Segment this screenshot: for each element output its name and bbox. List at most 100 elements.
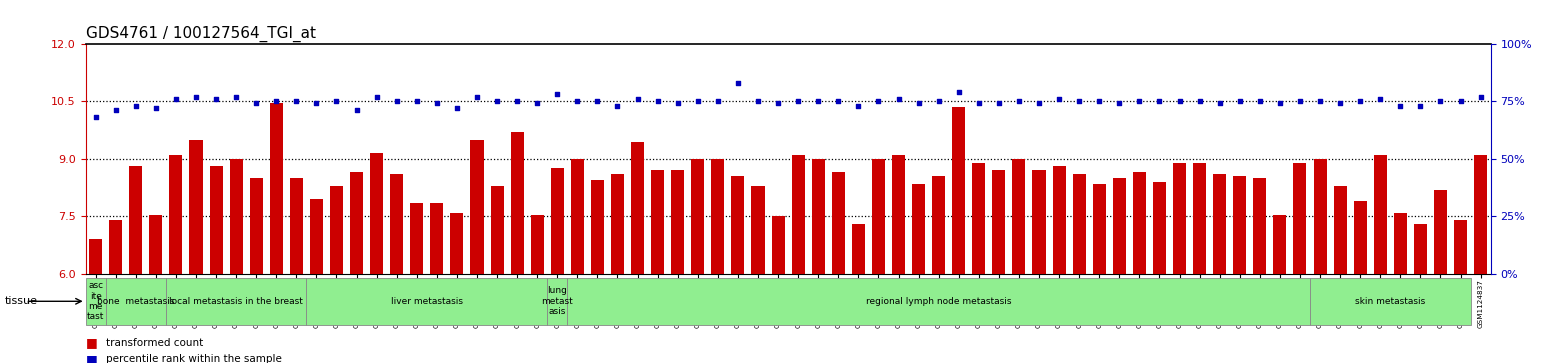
- Bar: [1453, 220, 1467, 274]
- Point: [666, 101, 691, 106]
- Bar: [307, 278, 548, 325]
- Point: [1268, 101, 1293, 106]
- Bar: [568, 278, 1310, 325]
- Point: [646, 98, 671, 104]
- Text: skin metastasis: skin metastasis: [1355, 297, 1425, 306]
- Point: [265, 98, 289, 104]
- Point: [303, 101, 328, 106]
- Bar: [249, 178, 263, 274]
- Bar: [109, 220, 123, 274]
- Text: asc
ite
me
tast: asc ite me tast: [87, 281, 104, 321]
- Point: [1307, 98, 1332, 104]
- Point: [445, 105, 470, 111]
- Point: [163, 96, 188, 102]
- Bar: [1414, 224, 1427, 274]
- Bar: [1394, 213, 1407, 274]
- Point: [1127, 98, 1151, 104]
- Point: [324, 98, 349, 104]
- Bar: [210, 167, 223, 274]
- Bar: [832, 172, 845, 274]
- Point: [685, 98, 710, 104]
- Bar: [871, 159, 885, 274]
- Bar: [1354, 201, 1366, 274]
- Point: [745, 98, 770, 104]
- Point: [103, 107, 128, 113]
- Bar: [1153, 182, 1165, 274]
- Bar: [106, 278, 166, 325]
- Point: [1428, 98, 1453, 104]
- Bar: [391, 174, 403, 274]
- Bar: [1374, 155, 1386, 274]
- Point: [605, 103, 630, 109]
- Point: [705, 98, 730, 104]
- Bar: [752, 186, 764, 274]
- Point: [1207, 101, 1232, 106]
- Point: [1248, 98, 1273, 104]
- Bar: [1193, 163, 1206, 274]
- Point: [1106, 101, 1131, 106]
- Text: liver metastasis: liver metastasis: [391, 297, 462, 306]
- Bar: [190, 140, 202, 274]
- Bar: [952, 107, 965, 274]
- Bar: [510, 132, 524, 274]
- Bar: [812, 159, 825, 274]
- Bar: [370, 153, 383, 274]
- Point: [1067, 98, 1092, 104]
- Point: [1368, 96, 1393, 102]
- Point: [384, 98, 409, 104]
- Point: [1147, 98, 1172, 104]
- Bar: [350, 172, 363, 274]
- Bar: [671, 170, 685, 274]
- Bar: [772, 216, 784, 274]
- Bar: [912, 184, 926, 274]
- Bar: [632, 142, 644, 274]
- Point: [425, 101, 450, 106]
- Point: [1027, 101, 1052, 106]
- Text: local metastasis in the breast: local metastasis in the breast: [170, 297, 303, 306]
- Point: [1287, 98, 1312, 104]
- Bar: [1133, 172, 1145, 274]
- Point: [204, 96, 229, 102]
- Bar: [531, 215, 543, 274]
- Bar: [149, 215, 162, 274]
- Bar: [591, 180, 604, 274]
- Bar: [431, 203, 443, 274]
- Bar: [1273, 215, 1287, 274]
- Point: [826, 98, 851, 104]
- Bar: [1310, 278, 1470, 325]
- Point: [465, 94, 490, 99]
- Point: [1047, 96, 1072, 102]
- Text: GDS4761 / 100127564_TGI_at: GDS4761 / 100127564_TGI_at: [86, 26, 316, 42]
- Bar: [548, 278, 568, 325]
- Point: [1228, 98, 1253, 104]
- Point: [725, 80, 750, 86]
- Bar: [650, 170, 664, 274]
- Point: [987, 101, 1011, 106]
- Point: [364, 94, 389, 99]
- Point: [405, 98, 429, 104]
- Bar: [932, 176, 944, 274]
- Bar: [170, 155, 182, 274]
- Point: [906, 101, 930, 106]
- Bar: [1072, 174, 1086, 274]
- Bar: [1113, 178, 1127, 274]
- Point: [1347, 98, 1372, 104]
- Point: [524, 101, 549, 106]
- Point: [1167, 98, 1192, 104]
- Point: [244, 101, 269, 106]
- Point: [786, 98, 811, 104]
- Bar: [731, 176, 744, 274]
- Point: [1469, 94, 1494, 99]
- Bar: [711, 159, 725, 274]
- Bar: [330, 186, 342, 274]
- Point: [82, 114, 107, 120]
- Point: [123, 103, 148, 109]
- Text: lung
metast
asis: lung metast asis: [541, 286, 573, 316]
- Text: tissue: tissue: [5, 296, 37, 306]
- Point: [1388, 103, 1413, 109]
- Point: [545, 91, 569, 97]
- Bar: [1033, 170, 1046, 274]
- Point: [1007, 98, 1032, 104]
- Bar: [691, 159, 705, 274]
- Text: ■: ■: [86, 353, 98, 363]
